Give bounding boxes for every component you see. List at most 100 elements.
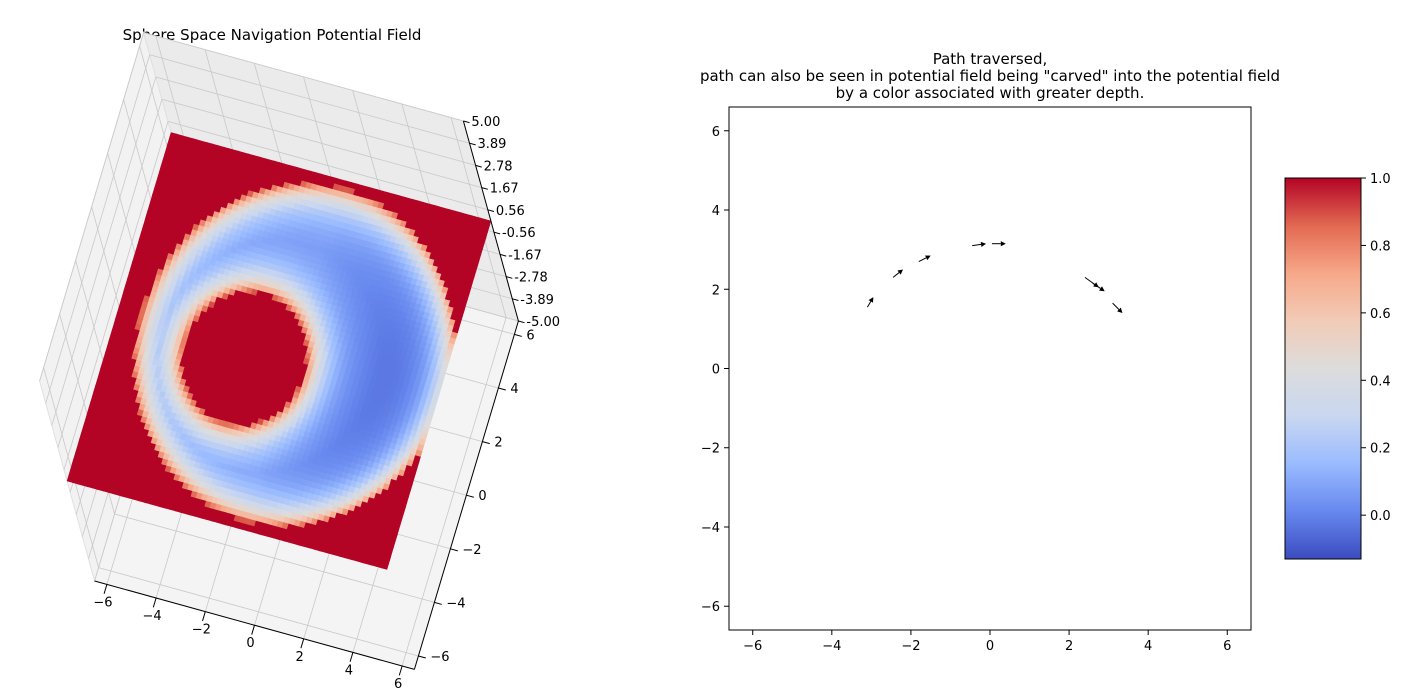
x-tick-mark xyxy=(103,584,108,594)
z-tick-label: 5.00 xyxy=(471,115,500,130)
y-tick-label: −6 xyxy=(430,650,449,665)
colorbar-tick-label: 1.0 xyxy=(1370,172,1391,187)
z-tick-label: 3.89 xyxy=(478,137,507,152)
y-tick-mark xyxy=(450,548,458,552)
z-tick-label: 2.78 xyxy=(484,159,513,174)
z-tick-mark xyxy=(506,276,513,279)
path-plot-panel: Path traversed, path can also be seen in… xyxy=(700,50,1280,654)
y-tick-label: −4 xyxy=(701,521,720,536)
x-tick-mark xyxy=(300,638,305,649)
colorbar: 1.0 0.8 0.6 0.4 0.2 0.0 xyxy=(1284,172,1391,560)
y-tick-mark xyxy=(482,441,490,445)
gridline xyxy=(51,76,157,426)
x-tick-label: −2 xyxy=(192,623,211,638)
path-plot-ticks: −6 −4 −2 0 2 4 6 −6 −4 −2 0 2 4 6 xyxy=(701,125,1232,654)
x-tick-mark xyxy=(202,611,206,622)
colorbar-tick-label: 0.8 xyxy=(1370,239,1391,254)
path-arrow-shaft xyxy=(892,272,900,278)
z-tick-mark xyxy=(493,231,501,235)
colorbar-gradient xyxy=(1284,177,1362,560)
path-arrows xyxy=(866,241,1123,314)
x-tick-label: −2 xyxy=(901,639,920,654)
y-tick-label: 6 xyxy=(526,328,534,343)
x-tick-label: 2 xyxy=(296,650,304,665)
gridline xyxy=(155,76,476,166)
y-tick-mark xyxy=(498,387,506,391)
colorbar-tick-label: 0.2 xyxy=(1370,442,1391,457)
surface-plot-panel: Sphere Space Navigation Potential Field … xyxy=(39,26,560,692)
path-plot-frame xyxy=(728,106,1252,631)
gridline xyxy=(45,54,151,404)
y-tick-label: −2 xyxy=(701,442,720,457)
y-tick-label: 2 xyxy=(494,436,502,451)
x-tick-mark xyxy=(349,652,354,662)
y-tick-label: 0 xyxy=(712,363,720,378)
z-tick-mark xyxy=(518,320,525,324)
x-tick-label: 2 xyxy=(1065,639,1073,654)
path-plot-title-line-2: path can also be seen in potential field… xyxy=(700,67,1280,85)
path-plot-title-line-1: Path traversed, xyxy=(933,50,1048,68)
x-tick-mark xyxy=(251,625,255,635)
y-tick-mark xyxy=(514,333,522,337)
y-tick-label: 4 xyxy=(510,382,518,397)
gridline xyxy=(401,317,507,667)
path-arrow xyxy=(1112,302,1123,314)
x-tick-label: 0 xyxy=(246,636,254,651)
z-tick-mark xyxy=(469,142,476,146)
x-tick-label: −4 xyxy=(822,639,841,654)
path-arrow-shaft xyxy=(866,301,872,308)
z-tick-mark xyxy=(463,120,470,124)
z-tick-mark xyxy=(481,187,488,190)
path-arrow xyxy=(918,255,931,262)
z-tick-label: -5.00 xyxy=(526,315,560,330)
x-tick-label: 4 xyxy=(345,663,353,678)
x-tick-mark xyxy=(152,597,157,608)
x-tick-label: 4 xyxy=(1144,639,1152,654)
colorbar-tick-label: 0.0 xyxy=(1370,509,1391,524)
y-tick-mark xyxy=(466,494,474,498)
path-arrow xyxy=(1092,282,1105,292)
colorbar-tick-label: 0.4 xyxy=(1370,374,1391,389)
y-tick-label: −4 xyxy=(446,596,465,611)
x-tick-label: −6 xyxy=(743,639,762,654)
gridline xyxy=(63,121,169,470)
gridline xyxy=(39,32,144,382)
y-tick-label: 0 xyxy=(478,489,486,504)
path-arrow xyxy=(972,241,987,247)
y-tick-label: −2 xyxy=(462,543,481,558)
z-tick-mark xyxy=(487,209,495,212)
x-tick-label: −4 xyxy=(143,609,162,624)
x-tick-label: 6 xyxy=(394,677,402,692)
x-tick-mark xyxy=(398,665,403,676)
z-tick-label: -3.89 xyxy=(520,293,554,308)
y-tick-label: −6 xyxy=(701,600,720,615)
y-tick-label: 6 xyxy=(712,125,720,140)
gridline xyxy=(161,98,482,188)
path-arrow-head xyxy=(980,241,987,247)
gridline xyxy=(167,121,488,211)
path-arrow-shaft xyxy=(1112,302,1120,310)
z-tick-label: -1.67 xyxy=(508,248,542,263)
path-arrow-shaft xyxy=(972,243,982,247)
path-arrow-head xyxy=(1000,241,1006,247)
x-tick-label: 0 xyxy=(986,639,994,654)
y-tick-mark xyxy=(434,601,442,605)
z-tick-label: 0.56 xyxy=(496,204,525,219)
colorbar-ticks: 1.0 0.8 0.6 0.4 0.2 0.0 xyxy=(1361,172,1391,524)
y-tick-mark xyxy=(418,655,426,659)
x-tick-label: 6 xyxy=(1223,639,1231,654)
gridline xyxy=(149,54,470,144)
path-arrow xyxy=(866,297,874,308)
potential-surface xyxy=(66,132,492,570)
path-arrow xyxy=(892,269,903,278)
x-tick-label: −6 xyxy=(93,595,112,610)
z-tick-mark xyxy=(475,164,482,168)
colorbar-tick-label: 0.6 xyxy=(1370,307,1391,322)
z-tick-label: -0.56 xyxy=(502,226,536,241)
y-tick-label: 2 xyxy=(712,283,720,298)
z-tick-mark xyxy=(499,253,507,257)
gridline xyxy=(143,32,464,122)
path-plot-title-line-3: by a color associated with greater depth… xyxy=(836,84,1145,102)
path-arrow xyxy=(991,241,1006,247)
